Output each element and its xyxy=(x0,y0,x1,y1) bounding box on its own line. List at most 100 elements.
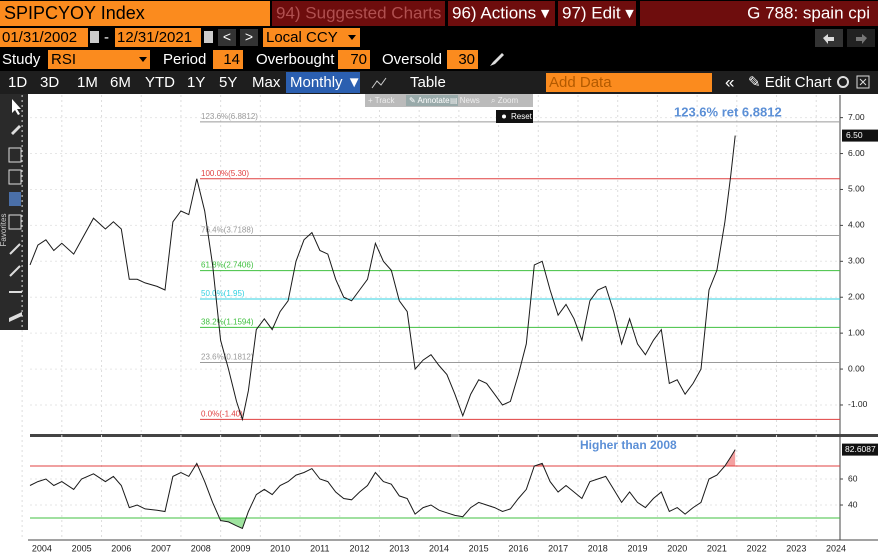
settings-icon[interactable] xyxy=(837,76,849,88)
channel-tool[interactable] xyxy=(9,312,22,322)
table-button[interactable]: Table xyxy=(410,74,446,91)
range-button[interactable]: 6M xyxy=(110,74,131,91)
dropdown-arrow xyxy=(139,57,147,62)
calendar-icon[interactable] xyxy=(204,31,213,43)
last-price-box xyxy=(842,129,878,142)
rsi-tick-label: 60 xyxy=(848,473,858,483)
value-tool[interactable] xyxy=(8,169,22,185)
fib-tool[interactable] xyxy=(9,192,21,206)
overlay-tool[interactable]: ▤ News xyxy=(450,96,480,105)
x-tick-label: 2012 xyxy=(350,543,370,553)
tool-sidebar xyxy=(0,94,28,330)
x-tick-label: 2022 xyxy=(747,543,767,553)
percent-tool[interactable] xyxy=(8,147,22,163)
x-tick-label: 2011 xyxy=(310,543,329,553)
study-field[interactable] xyxy=(48,50,150,69)
calendar-icon[interactable] xyxy=(90,31,99,43)
add-data-field[interactable] xyxy=(546,73,712,92)
x-tick-label: 2020 xyxy=(667,543,687,553)
rsi-tick-label: 40 xyxy=(848,499,858,509)
pencil-icon[interactable] xyxy=(490,53,504,66)
period: 14 xyxy=(223,51,240,68)
favorites-label: Favorites xyxy=(0,214,8,247)
expand-icon[interactable] xyxy=(856,75,870,89)
x-tick-label: 2014 xyxy=(429,543,449,553)
oversold: 30 xyxy=(458,51,475,68)
overlay-tool[interactable]: ✎ Annotate xyxy=(409,96,450,105)
x-tick-label: 2024 xyxy=(826,543,846,553)
y-tick-label: 4.00 xyxy=(848,220,865,230)
frequency: Monthly ▼ xyxy=(290,74,362,91)
ratio-tool[interactable] xyxy=(8,214,22,230)
y-tick-label: 2.00 xyxy=(848,291,865,301)
y-tick-label: 7.00 xyxy=(848,112,865,122)
overbought: 70 xyxy=(350,51,367,68)
main-handle xyxy=(451,434,459,437)
trend-tools[interactable] xyxy=(9,243,21,277)
period-field[interactable] xyxy=(213,50,243,69)
ticker: SPIPCYOY Index xyxy=(4,3,145,23)
oversold-shade xyxy=(219,518,247,529)
x-tick-label: 2008 xyxy=(191,543,211,553)
study: RSI xyxy=(51,51,76,68)
end-date-field[interactable] xyxy=(115,28,201,47)
suggested-button[interactable] xyxy=(272,1,445,26)
x-tick-label: 2010 xyxy=(270,543,290,553)
next-button[interactable] xyxy=(240,29,258,46)
overlay-tool[interactable]: + Track xyxy=(368,96,395,105)
range-button[interactable]: YTD xyxy=(145,74,175,91)
next-label: > xyxy=(245,29,253,45)
overbought-field[interactable] xyxy=(338,50,370,69)
y-tick-label: 3.00 xyxy=(848,256,865,266)
range-button[interactable]: 3D xyxy=(40,74,59,91)
chart-type-icon[interactable] xyxy=(371,77,387,89)
y-tick-label: 1.00 xyxy=(848,327,865,337)
page-title-box xyxy=(640,1,878,26)
x-tick-label: 2015 xyxy=(469,543,489,553)
actions-label: 96) Actions ▾ xyxy=(452,3,550,22)
x-tick-label: 2018 xyxy=(588,543,608,553)
ticker-box[interactable] xyxy=(0,1,270,26)
range-button[interactable]: 1Y xyxy=(187,74,205,91)
frequency-button[interactable] xyxy=(286,72,360,93)
x-tick-label: 2004 xyxy=(32,543,52,553)
start-date: 01/31/2002 xyxy=(2,29,77,46)
edit-button[interactable] xyxy=(558,1,636,26)
rsi-annotation: Higher than 2008 xyxy=(580,438,677,452)
redo-icon xyxy=(856,34,867,44)
y-tick-label: 0.00 xyxy=(848,363,865,373)
fib-label: 100.0%(5.30) xyxy=(201,169,249,178)
actions-button[interactable] xyxy=(448,1,555,26)
last-price-label: 6.50 xyxy=(846,130,863,140)
edit-chart-button[interactable]: ✎ Edit Chart xyxy=(748,74,832,91)
x-tick-label: 2019 xyxy=(627,543,647,553)
date-dash: - xyxy=(104,29,109,46)
x-tick-label: 2013 xyxy=(389,543,409,553)
reset-button[interactable] xyxy=(496,110,533,123)
x-tick-label: 2023 xyxy=(786,543,806,553)
tool-active xyxy=(406,95,458,106)
range-button[interactable]: Max xyxy=(252,74,281,91)
fib-label: 123.6%(6.8812) xyxy=(201,112,258,121)
range-button[interactable]: 1D xyxy=(8,74,27,91)
y-tick-label: 6.00 xyxy=(848,148,865,158)
fib-label: 23.6%(0.1812) xyxy=(201,353,254,362)
x-tick-label: 2016 xyxy=(508,543,528,553)
range-button[interactable]: 5Y xyxy=(219,74,237,91)
page-title: G 788: spain cpi xyxy=(747,3,870,22)
range-button[interactable]: 1M xyxy=(77,74,98,91)
prev-button[interactable] xyxy=(218,29,236,46)
x-tick-label: 2005 xyxy=(72,543,92,553)
start-date-field[interactable] xyxy=(0,28,88,47)
pointer-tool[interactable] xyxy=(12,99,21,115)
fib-label: 76.4%(3.7188) xyxy=(201,226,254,235)
currency-field[interactable] xyxy=(263,28,360,47)
oversold-field[interactable] xyxy=(447,50,478,69)
x-tick-label: 2017 xyxy=(548,543,568,553)
chart-area xyxy=(0,94,878,557)
collapse-button[interactable]: « xyxy=(725,72,734,91)
line-tool[interactable] xyxy=(11,125,21,135)
fib-label: 0.0%(-1.40) xyxy=(201,409,243,418)
overlay-tool[interactable]: ⌕ Zoom xyxy=(491,96,518,105)
